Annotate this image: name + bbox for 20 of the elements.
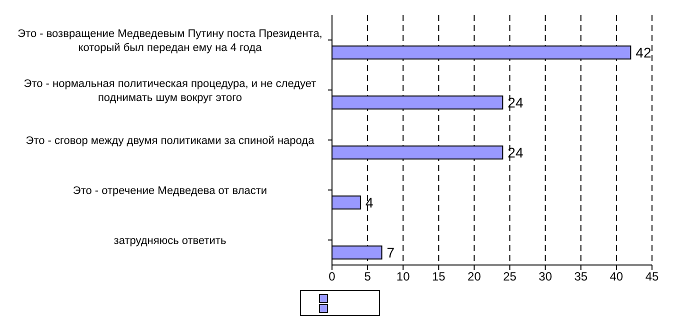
x-tick-label: 5 — [364, 270, 372, 284]
x-tick-label: 10 — [396, 270, 410, 284]
x-tick-label: 25 — [503, 270, 517, 284]
x-tick-label: 0 — [328, 270, 336, 284]
data-label: 4 — [365, 194, 374, 210]
y-tick-label: затрудняюсь ответить — [114, 235, 226, 247]
data-label: 24 — [508, 144, 524, 160]
data-label: 24 — [508, 94, 524, 110]
data-label: 7 — [386, 244, 395, 260]
data-label: 42 — [636, 44, 652, 60]
x-tick-label: 45 — [645, 270, 659, 284]
y-tick-label: Это - сговор между двумя политиками за спиной народа — [26, 135, 316, 147]
y-tick-label: Это - отречение Медведева от власти — [72, 185, 268, 197]
x-tick-label: 20 — [468, 270, 482, 284]
x-tick-label: 35 — [574, 270, 588, 284]
y-tick-label: Это - нормальная политическая процедура, и не следует поднимать шум вокруг этого — [24, 78, 316, 104]
y-tick-label: Это - возвращение Медведевым Путину поста Президента, который был передан ему на 4 года — [18, 28, 322, 54]
x-tick-label: 15 — [432, 270, 446, 284]
x-tick-label: 40 — [610, 270, 624, 284]
x-tick-label: 30 — [538, 270, 552, 284]
